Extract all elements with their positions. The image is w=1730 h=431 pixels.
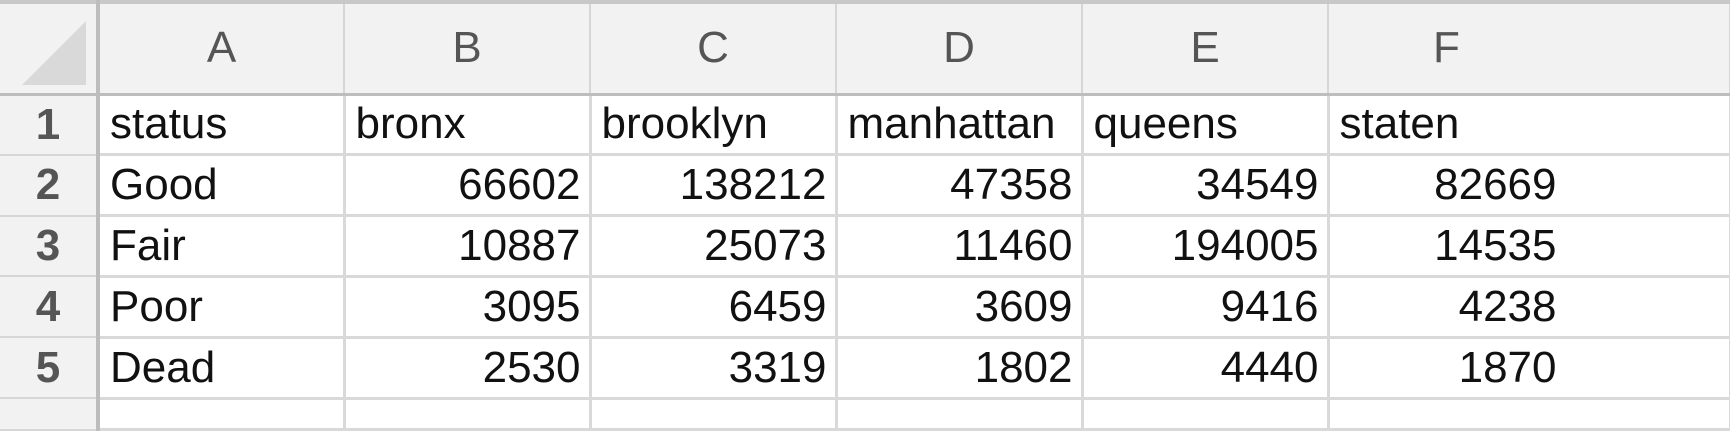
- cell-a4[interactable]: Poor: [98, 276, 346, 339]
- cell-d6[interactable]: [836, 398, 1084, 431]
- cell-c1[interactable]: brooklyn: [590, 94, 838, 157]
- row-header-4[interactable]: 4: [0, 276, 100, 339]
- cell-e1[interactable]: queens: [1082, 94, 1330, 157]
- cell-a6[interactable]: [98, 398, 346, 431]
- table-row: [0, 398, 1730, 431]
- column-header-f[interactable]: F: [1328, 0, 1730, 96]
- cell-b2[interactable]: 66602: [344, 154, 592, 218]
- cell-e6[interactable]: [1082, 398, 1330, 431]
- table-row: 1 status bronx brooklyn manhattan queens…: [0, 94, 1730, 157]
- cell-d2[interactable]: 47358: [836, 154, 1084, 218]
- cell-b1[interactable]: bronx: [344, 94, 592, 157]
- cell-e5[interactable]: 4440: [1082, 337, 1330, 400]
- cell-d3[interactable]: 11460: [836, 215, 1084, 278]
- cell-d1[interactable]: manhattan: [836, 94, 1084, 157]
- cell-c3[interactable]: 25073: [590, 215, 838, 278]
- table-row: 4 Poor 3095 6459 3609 9416 4238: [0, 276, 1730, 339]
- cell-a5[interactable]: Dead: [98, 337, 346, 400]
- column-header-row: A B C D E F: [0, 0, 1730, 96]
- cell-f2[interactable]: 82669: [1328, 154, 1730, 218]
- cell-a3[interactable]: Fair: [98, 215, 346, 278]
- row-header-2[interactable]: 2: [0, 154, 100, 217]
- row-header-3[interactable]: 3: [0, 215, 100, 278]
- row-header-partial[interactable]: [0, 398, 100, 431]
- column-header-d[interactable]: D: [836, 0, 1083, 96]
- cell-c5[interactable]: 3319: [590, 337, 838, 400]
- cell-f5[interactable]: 1870: [1328, 337, 1730, 400]
- cell-b6[interactable]: [344, 398, 592, 431]
- select-all-triangle-icon: [22, 20, 86, 85]
- cell-f1[interactable]: staten: [1328, 94, 1730, 157]
- cell-b4[interactable]: 3095: [344, 276, 592, 339]
- row-header-1[interactable]: 1: [0, 94, 100, 156]
- cell-e4[interactable]: 9416: [1082, 276, 1330, 339]
- cell-c2[interactable]: 138212: [590, 154, 838, 218]
- column-header-e[interactable]: E: [1082, 0, 1329, 96]
- cell-b3[interactable]: 10887: [344, 215, 592, 278]
- row-header-5[interactable]: 5: [0, 337, 100, 400]
- cell-c4[interactable]: 6459: [590, 276, 838, 339]
- cell-a1[interactable]: status: [98, 94, 346, 157]
- cell-f4[interactable]: 4238: [1328, 276, 1730, 339]
- cell-d4[interactable]: 3609: [836, 276, 1084, 339]
- cell-e3[interactable]: 194005: [1082, 215, 1330, 278]
- cell-b5[interactable]: 2530: [344, 337, 592, 400]
- cell-c6[interactable]: [590, 398, 838, 431]
- cell-e2[interactable]: 34549: [1082, 154, 1330, 218]
- cell-f6[interactable]: [1328, 398, 1730, 431]
- column-header-c[interactable]: C: [590, 0, 837, 96]
- table-row: 2 Good 66602 138212 47358 34549 82669: [0, 154, 1730, 218]
- cell-d5[interactable]: 1802: [836, 337, 1084, 400]
- select-all-corner[interactable]: [0, 0, 100, 96]
- cell-a2[interactable]: Good: [98, 154, 346, 218]
- column-header-b[interactable]: B: [344, 0, 591, 96]
- cell-f3[interactable]: 14535: [1328, 215, 1730, 278]
- table-row: 3 Fair 10887 25073 11460 194005 14535: [0, 215, 1730, 278]
- column-header-a[interactable]: A: [98, 0, 345, 96]
- table-row: 5 Dead 2530 3319 1802 4440 1870: [0, 337, 1730, 400]
